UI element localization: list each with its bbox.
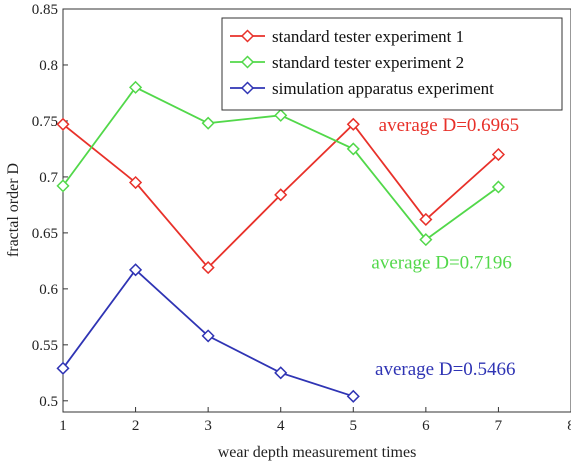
axis-ticks: 1 2 3 4 5 6 7 8 0.5 0.55 0.6 0.65 0.7 0.75 0.8 0.85 — [32, 2, 571, 434]
y-tick-label: 0.7 — [39, 170, 58, 186]
y-tick-label: 0.8 — [39, 58, 58, 74]
series-layer — [56, 80, 505, 403]
data-point — [274, 188, 288, 202]
legend-entry: standard tester experiment 2 — [230, 53, 464, 72]
y-tick-label: 0.75 — [32, 114, 58, 130]
data-point — [419, 233, 433, 247]
x-axis-label: wear depth measurement times — [218, 444, 417, 461]
x-tick-label: 5 — [350, 418, 358, 434]
legend-swatch-marker — [240, 29, 255, 43]
legend-label: standard tester experiment 1 — [272, 27, 464, 46]
x-tick-label: 1 — [59, 418, 67, 434]
x-tick-label: 6 — [422, 418, 430, 434]
y-tick-label: 0.5 — [39, 394, 58, 410]
annotations: average D=0.6965 average D=0.7196 average … — [371, 115, 519, 380]
y-tick-label: 0.85 — [32, 2, 58, 18]
data-point — [419, 212, 433, 227]
legend-label: standard tester experiment 2 — [272, 53, 464, 72]
data-point — [129, 80, 143, 94]
x-tick-label: 7 — [495, 418, 503, 434]
data-point — [129, 263, 143, 277]
average-annotation: average D=0.6965 — [379, 115, 519, 136]
data-point — [346, 142, 360, 156]
data-point — [274, 366, 288, 380]
legend-box — [221, 17, 563, 111]
data-point — [491, 147, 505, 162]
series-2 — [56, 80, 505, 247]
x-tick-label: 3 — [204, 418, 212, 434]
data-point — [56, 361, 70, 375]
data-point — [491, 180, 505, 194]
data-point — [346, 389, 360, 403]
x-tick-label: 4 — [277, 418, 285, 434]
legend: standard tester experiment 1 standard tes… — [221, 17, 563, 111]
data-point — [274, 108, 288, 122]
data-point — [201, 329, 215, 343]
series-1 — [56, 117, 505, 275]
legend-label: simulation apparatus experiment — [272, 79, 494, 98]
data-point — [346, 117, 360, 131]
legend-swatch-marker — [240, 55, 255, 69]
y-tick-label: 0.55 — [32, 338, 58, 354]
average-annotation: average D=0.5466 — [375, 359, 516, 380]
data-point — [56, 179, 70, 193]
y-tick-label: 0.6 — [39, 282, 58, 298]
data-point — [201, 116, 215, 130]
series-3 — [56, 263, 360, 403]
average-annotation: average D=0.7196 — [371, 253, 512, 274]
legend-swatch-marker — [240, 81, 255, 95]
data-point — [56, 117, 70, 131]
legend-entry: simulation apparatus experiment — [230, 79, 494, 98]
x-tick-label: 2 — [132, 418, 140, 434]
data-point — [201, 261, 215, 275]
y-tick-label: 0.65 — [32, 226, 58, 242]
y-axis-label: fractal order D — [5, 163, 22, 257]
legend-entry: standard tester experiment 1 — [230, 27, 464, 46]
x-tick-label: 8 — [567, 418, 571, 434]
data-point — [129, 175, 143, 190]
